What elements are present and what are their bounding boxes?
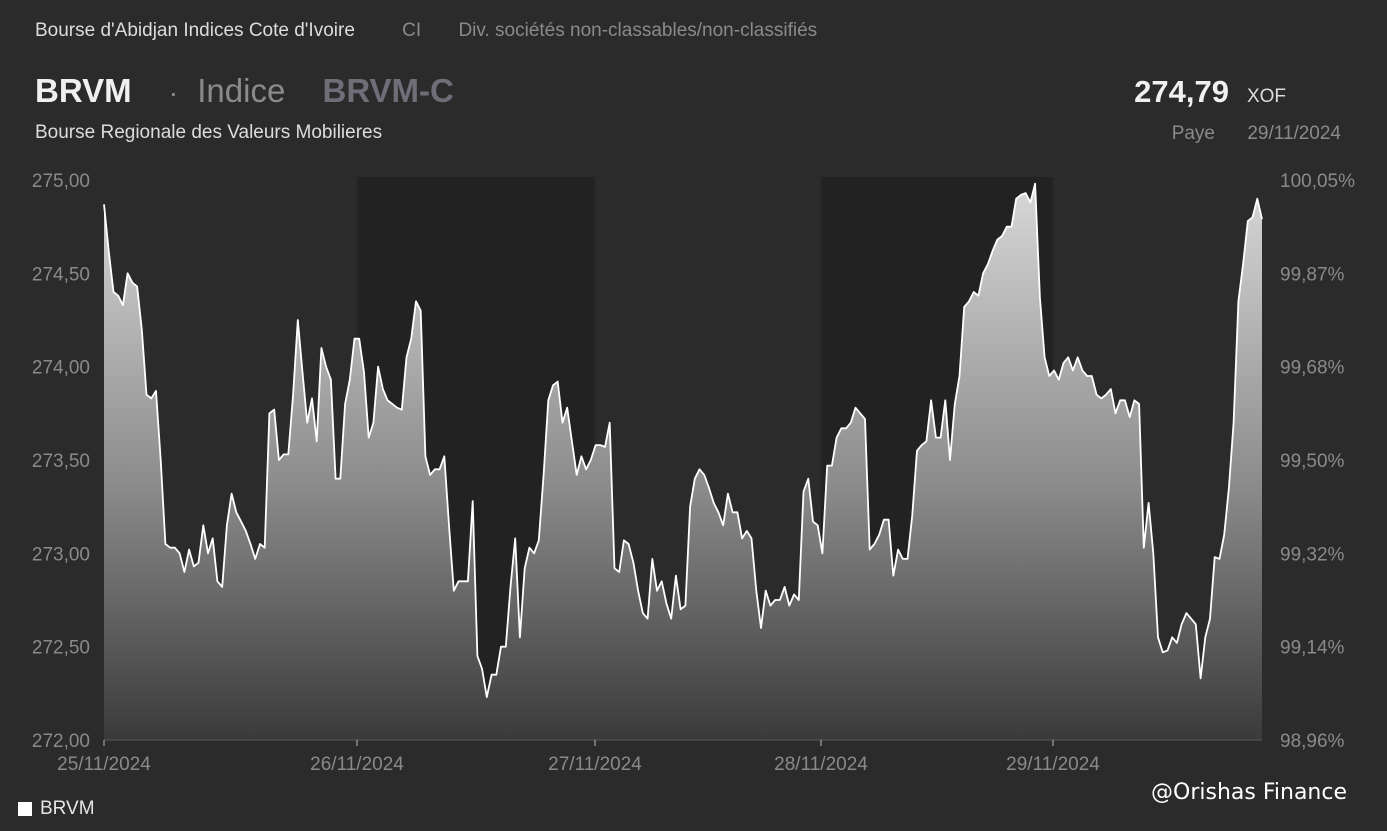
y2-tick-label: 98,96% <box>1280 731 1345 752</box>
x-tick-label: 25/11/2024 <box>57 754 151 775</box>
y2-tick-label: 99,14% <box>1280 638 1345 659</box>
series-line-brvm <box>103 182 1263 698</box>
legend-label: BRVM <box>40 798 95 819</box>
x-tick-label: 27/11/2024 <box>548 754 642 775</box>
instrument-ticker: BRVM <box>35 72 132 109</box>
y-tick-label: 273,50 <box>32 451 90 472</box>
x-tick-label: 26/11/2024 <box>310 754 404 775</box>
price-status: Paye <box>1171 123 1215 144</box>
price-date: 29/11/2024 <box>1247 123 1341 144</box>
y-tick-label: 273,00 <box>32 544 90 565</box>
chart-legend[interactable]: BRVM <box>18 798 95 820</box>
breadcrumb-country[interactable]: CI <box>402 20 422 41</box>
last-price: 274,79 <box>1134 74 1229 109</box>
y-tick-label: 275,00 <box>32 171 90 192</box>
price-currency: XOF <box>1246 86 1286 107</box>
y2-tick-label: 99,32% <box>1280 544 1345 565</box>
breadcrumb-sector[interactable]: Div. sociétés non-classables/non-classif… <box>458 20 818 41</box>
instrument-code: BRVM-C <box>322 72 454 109</box>
chart-axes: 275,00 274,50 274,00 273,50 273,00 272,50 272,… <box>32 171 1355 775</box>
y-tick-label: 274,50 <box>32 264 90 285</box>
breadcrumb: Bourse d'Abidjan Indices Cote d'Ivoire C… <box>35 20 817 42</box>
legend-swatch <box>18 802 32 816</box>
x-tick-label: 28/11/2024 <box>774 754 868 775</box>
breadcrumb-exchange[interactable]: Bourse d'Abidjan Indices Cote d'Ivoire <box>35 20 355 41</box>
y-tick-label: 272,50 <box>32 638 90 659</box>
series-area-fill <box>104 183 1262 740</box>
x-tick-label: 29/11/2024 <box>1006 754 1100 775</box>
y2-tick-label: 99,87% <box>1280 264 1345 285</box>
instrument-subtitle: Bourse Regionale des Valeurs Mobilieres <box>35 122 383 143</box>
instrument-title: BRVM · Indice BRVM-C <box>35 72 454 110</box>
y2-tick-label: 99,50% <box>1280 451 1345 472</box>
series-area <box>103 182 1263 740</box>
y-tick-label: 272,00 <box>32 731 90 752</box>
watermark: @Orishas Finance <box>1151 780 1347 805</box>
title-separator: · <box>168 77 179 108</box>
y-tick-label: 274,00 <box>32 358 90 379</box>
y2-tick-label: 100,05% <box>1280 171 1355 192</box>
y2-tick-label: 99,68% <box>1280 358 1345 379</box>
instrument-kind: Indice <box>197 72 286 109</box>
